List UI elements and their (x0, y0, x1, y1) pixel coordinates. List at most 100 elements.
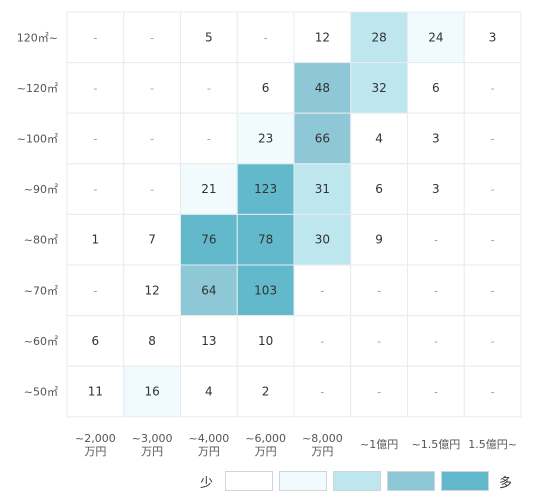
heatmap-cell (293, 315, 352, 367)
x-axis-labels: ~2,000 万円 ~3,000 万円 ~4,000 万円 ~6,000 万円 ~8,000 万円… (75, 432, 517, 458)
heatmap-cell (350, 112, 408, 165)
heatmap-cell (123, 315, 181, 367)
heatmap-cell (463, 213, 522, 266)
heatmap-cell (180, 112, 238, 165)
color-legend: 少 多 (200, 468, 512, 494)
cell-value-label: 123 (254, 182, 277, 196)
x-tick-label: ~3,000 万円 (132, 432, 173, 458)
legend-swatch-3 (333, 471, 382, 491)
cell-value-label: 28 (371, 30, 386, 44)
cell-value-label: - (207, 133, 211, 146)
heatmap-cell (463, 62, 522, 114)
cell-value-label: 76 (201, 233, 216, 247)
heatmap-cell (350, 62, 408, 114)
cell-value-label: 1 (92, 233, 100, 247)
cell-value-label: - (377, 284, 381, 297)
cell-value-label: - (434, 284, 438, 297)
cell-value-label: 13 (201, 334, 216, 348)
heatmap-cell (66, 112, 125, 165)
heatmap-cell (350, 11, 408, 64)
cell-value-label: - (150, 82, 154, 95)
x-tick-label: ~1.5億円 (412, 438, 461, 451)
heatmap-cell (293, 163, 352, 215)
heatmap-cell (180, 365, 238, 418)
cell-value-label: - (264, 31, 268, 44)
y-tick-label: ~60㎡ (24, 335, 58, 348)
heatmap-cell (463, 315, 522, 367)
cell-value-label: - (491, 335, 495, 348)
cell-value-label: 78 (258, 233, 273, 247)
cell-value-label: 12 (144, 283, 159, 297)
legend-swatch-1 (225, 471, 274, 491)
cell-value-label: 6 (375, 182, 383, 196)
y-axis-labels: 120㎡~ ~120㎡ ~100㎡ ~90㎡ ~80㎡ ~70㎡ ~60㎡ ~50㎡ (17, 31, 58, 398)
cell-value-label: - (491, 234, 495, 247)
heatmap-cell (180, 11, 238, 64)
x-tick-label: 1.5億円~ (468, 438, 517, 451)
heatmap-cell (293, 213, 352, 266)
heatmap-cell (66, 163, 125, 215)
y-tick-label: ~120㎡ (17, 82, 58, 95)
cell-value-label: 5 (205, 30, 213, 44)
heatmap-cell (350, 264, 408, 317)
cell-value-label: - (93, 133, 97, 146)
cell-value-label: 23 (258, 132, 273, 146)
cell-value-label: - (150, 183, 154, 196)
x-tick-label: ~8,000 万円 (302, 432, 343, 458)
cell-value-label: - (93, 31, 97, 44)
heatmap-cell (293, 365, 352, 418)
cell-value-label: - (93, 284, 97, 297)
cell-value-label: 21 (201, 182, 216, 196)
cell-value-label: - (434, 335, 438, 348)
cell-value-label: - (207, 82, 211, 95)
cell-value-label: 4 (375, 132, 383, 146)
legend-swatch-5 (441, 471, 490, 491)
heatmap-cell (180, 264, 238, 317)
cell-value-label: 30 (315, 233, 330, 247)
cell-value-label: 3 (432, 132, 440, 146)
heatmap-cell (236, 213, 295, 266)
cell-value-label: 6 (432, 81, 440, 95)
heatmap-cell (236, 62, 295, 114)
cell-value-label: 32 (371, 81, 386, 95)
cell-value-label: 12 (315, 30, 330, 44)
heatmap-cell (407, 315, 465, 367)
heatmap-cell (350, 365, 408, 418)
cell-value-label: 48 (315, 81, 330, 95)
cell-value-label: 3 (432, 182, 440, 196)
heatmap-cell (293, 264, 352, 317)
cell-value-label: 3 (489, 30, 497, 44)
cell-value-label: - (320, 284, 324, 297)
cell-value-label: - (491, 133, 495, 146)
cell-value-label: - (320, 335, 324, 348)
y-tick-label: ~50㎡ (24, 386, 58, 399)
cell-value-label: - (320, 386, 324, 399)
heatmap-cell (66, 365, 125, 418)
x-tick-label: ~4,000 万円 (189, 432, 230, 458)
legend-low-label: 少 (200, 475, 214, 491)
heatmap-cell (407, 163, 465, 215)
cell-value-label: 8 (148, 334, 156, 348)
cell-value-label: - (491, 284, 495, 297)
cell-value-label: - (377, 335, 381, 348)
heatmap-cell (350, 315, 408, 367)
x-tick-label: ~2,000 万円 (75, 432, 116, 458)
legend-high-label: 多 (499, 475, 513, 491)
cell-value-label: 4 (205, 385, 213, 399)
legend-swatch-2 (279, 471, 328, 491)
heatmap-cell (123, 62, 181, 114)
y-tick-label: 120㎡~ (17, 31, 58, 44)
cell-value-label: - (491, 386, 495, 399)
y-tick-label: ~90㎡ (24, 183, 58, 196)
heatmap-cell (463, 11, 522, 64)
cell-value-label: 10 (258, 334, 273, 348)
cell-value-label: 11 (88, 385, 103, 399)
cell-value-label: - (434, 234, 438, 247)
heatmap-cell (407, 112, 465, 165)
cell-value-label: 6 (92, 334, 100, 348)
heatmap-cell (236, 112, 295, 165)
cell-value-label: 7 (148, 233, 156, 247)
heatmap-cell (123, 11, 181, 64)
cell-value-label: - (150, 31, 154, 44)
